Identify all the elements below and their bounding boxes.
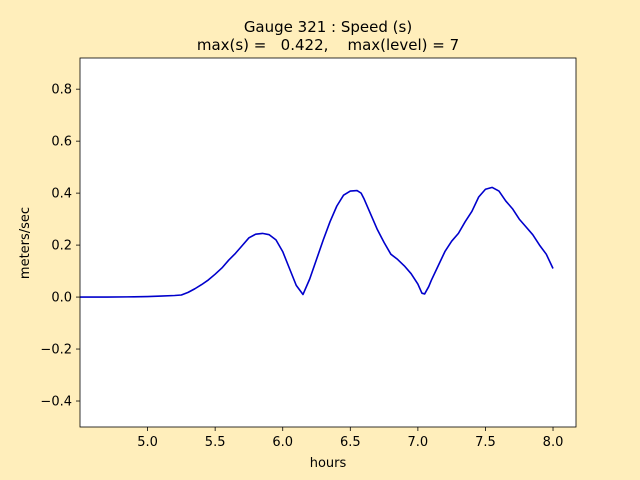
- x-tick-label: 8.0: [543, 435, 564, 450]
- x-tick-label: 5.5: [205, 435, 226, 450]
- chart-subtitle: max(s) = 0.422, max(level) = 7: [197, 36, 459, 54]
- y-tick-label: −0.2: [40, 343, 72, 358]
- x-tick-label: 7.0: [408, 435, 429, 450]
- y-tick-label: 0.2: [51, 239, 72, 254]
- plot-area: [80, 58, 576, 427]
- series-line-0: [80, 186, 554, 298]
- y-tick-label: −0.4: [40, 395, 72, 410]
- y-tick-label: 0.0: [51, 291, 72, 306]
- x-tick-label: 6.5: [340, 435, 361, 450]
- x-tick-label: 6.0: [272, 435, 293, 450]
- y-tick-label: 0.8: [51, 83, 72, 98]
- x-axis-label: hours: [310, 456, 347, 471]
- y-tick-label: 0.4: [51, 187, 72, 202]
- y-tick-label: 0.6: [51, 135, 72, 150]
- data-layer: [80, 186, 554, 298]
- x-tick-label: 7.5: [475, 435, 496, 450]
- y-axis-label: meters/sec: [18, 207, 33, 279]
- chart-title: Gauge 321 : Speed (s): [244, 18, 412, 36]
- x-tick-label: 5.0: [137, 435, 158, 450]
- axes-frame: [79, 57, 577, 428]
- axes-layer: 5.0 5.5 6.0 6.5 7.0 7.5 8.0 −0.4 −0.2 0.0 0.2 0.4 0.…: [40, 57, 577, 450]
